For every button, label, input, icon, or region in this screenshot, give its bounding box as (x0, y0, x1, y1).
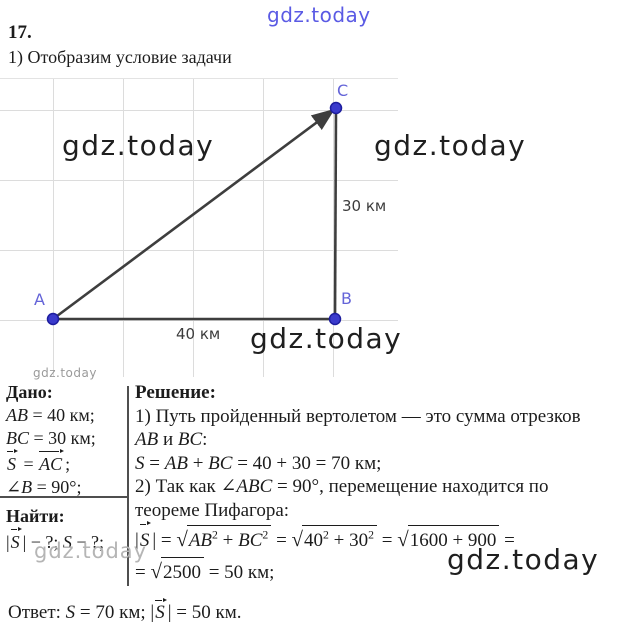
solution-formula-line: |S | = √AB2 + BC2 = √402 + 302 = √1600 + … (135, 521, 629, 556)
solution-line: AB и BC: (135, 429, 208, 451)
watermark-bottom-dark: gdz.today (447, 543, 600, 576)
solution-line: S = AB + BC = 40 + 30 = 70 км; (135, 452, 382, 474)
watermark-top: gdz.today (267, 3, 371, 27)
given-line: ∠B = 90°; (6, 477, 82, 497)
watermark-diagram-right: gdz.today (374, 129, 527, 162)
solution-formula-line: = √2500 = 50 км; (135, 556, 629, 588)
watermark-small-gray: gdz.today (33, 366, 97, 380)
table-vertical-divider (127, 386, 129, 586)
solution-line: 2) Так как ∠ABC = 90°, перемещение наход… (135, 476, 549, 498)
given-line: S = AC; (6, 448, 125, 476)
segment-bc (333, 107, 338, 320)
point-b-label: B (341, 289, 352, 308)
solution-line: 1) Путь пройденный вертолетом — это сумм… (135, 405, 581, 427)
edge-label-bc: 30 км (342, 197, 387, 215)
given-line: BC = 30 км; (6, 428, 96, 448)
find-line: |S | − ?; S − ?; (6, 526, 125, 554)
watermark-diagram-left: gdz.today (62, 129, 215, 162)
answer-line: Ответ: S = 70 км; |S | = 50 км. (8, 597, 242, 624)
watermark-find-gray: gdz.today (34, 539, 148, 563)
point-a-label: A (34, 290, 45, 309)
triangle-figure (46, 101, 343, 326)
table-horizontal-divider (0, 496, 127, 498)
point-a-dot (46, 312, 60, 326)
find-header: Найти: (6, 506, 65, 526)
solution-column: Решение: 1) Путь пройденный вертолетом —… (135, 381, 629, 588)
given-line: AB = 40 км; (6, 405, 95, 425)
step-heading: 1) Отобразим условие задачи (8, 47, 232, 67)
solution-header: Решение: (135, 382, 216, 403)
given-column: Дано: AB = 40 км; BC = 30 км; S = AC; ∠B… (6, 381, 125, 554)
point-c-dot (329, 101, 343, 115)
triangle-diagram: A B C 30 км 40 км gdz.today gdz.today gd… (0, 78, 631, 377)
point-b-dot (328, 312, 342, 326)
given-header: Дано: (6, 382, 53, 402)
vector-ac (52, 108, 336, 321)
problem-number: 17. (8, 22, 32, 43)
edge-label-ab: 40 км (176, 325, 221, 343)
point-c-label: C (337, 81, 349, 100)
watermark-diagram-bottom: gdz.today (250, 322, 403, 355)
solution-line: теореме Пифагора: (135, 499, 290, 521)
